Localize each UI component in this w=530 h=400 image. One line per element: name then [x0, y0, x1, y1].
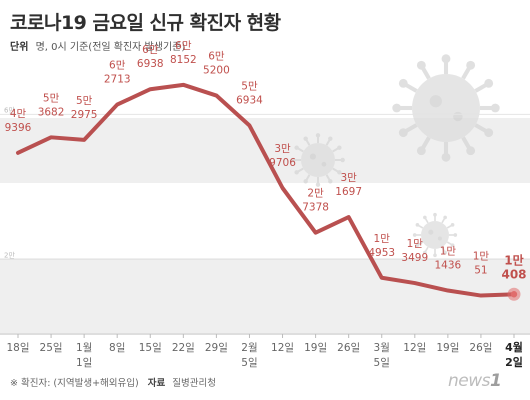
point-label-man: 1만	[473, 251, 490, 263]
point-label-value: 7378	[302, 202, 329, 214]
point-labels: 4만 9396 5만 3682 5만 2975 6만 2713 6만 6938 6만 8152 6만 52…	[5, 40, 527, 281]
point-label-man: 6만	[109, 60, 126, 72]
point-label-value: 1436	[434, 260, 461, 272]
x-tick-label: 1월	[76, 342, 92, 354]
logo-word: news	[448, 371, 491, 391]
point-label-value: 2713	[104, 74, 131, 86]
point-label-value: 8152	[170, 54, 197, 66]
x-tick-label: 22일	[172, 341, 195, 354]
x-tick-label: 19일	[436, 341, 459, 354]
point-label-man: 1만	[504, 252, 523, 267]
chart-title: 코로나19 금요일 신규 확진자 현황	[10, 12, 281, 34]
x-tick-label: 3월	[374, 342, 390, 354]
x-tick-label: 18일	[6, 341, 29, 354]
x-tick-label: 5일	[374, 356, 390, 369]
series-polyline	[16, 82, 516, 298]
x-tick-label: 2월	[241, 342, 257, 354]
unit-label: 단위	[10, 42, 29, 53]
point-label-man: 3만	[274, 143, 291, 155]
logo-mark: 1	[490, 371, 502, 391]
point-label-man: 1만	[407, 238, 424, 250]
source-text: 질병관리청	[172, 378, 216, 389]
point-label-value: 9706	[269, 157, 296, 169]
point-label-value: 1697	[335, 186, 362, 198]
point-label-value: 6934	[236, 95, 263, 107]
point-label-man: 1만	[440, 246, 457, 258]
point-label-value: 2975	[71, 109, 98, 121]
virus-decorations	[291, 54, 500, 258]
x-tick-label: 4월	[505, 340, 523, 354]
axis: 18일 25일 1월 1일 8일 15일 22일 29일 2월 5일 12일 19일 26일 3월 5일 12…	[0, 333, 530, 369]
x-tick-label: 29일	[205, 341, 228, 354]
footnote: ※ 확진자: (지역발생+해외유입) 자료 질병관리청	[10, 375, 216, 389]
reference-lines: 6만 2만	[0, 105, 530, 260]
point-label-value: 9396	[5, 122, 32, 134]
virus-mid-icon	[291, 133, 345, 187]
series-line	[16, 82, 521, 301]
footnote-note: ※ 확진자: (지역발생+해외유입)	[10, 378, 139, 389]
point-label-man: 5만	[43, 92, 60, 104]
point-label-man: 6만	[175, 40, 192, 52]
reference-label: 6만	[4, 105, 15, 114]
point-label-value: 51	[474, 265, 487, 277]
point-label-man: 3만	[340, 172, 357, 184]
x-tick-label: 15일	[139, 341, 162, 354]
point-label-man: 6만	[142, 44, 159, 56]
x-tick-label: 25일	[40, 341, 63, 354]
point-label-man: 1만	[374, 233, 391, 245]
point-label-value: 3499	[401, 252, 428, 264]
x-tick-label: 12일	[403, 341, 426, 354]
virus-small-icon	[412, 212, 458, 258]
point-label-value: 408	[501, 267, 526, 281]
point-label-man: 5만	[76, 95, 93, 107]
x-tick-label: 8일	[109, 341, 125, 354]
point-label-value: 3682	[38, 106, 65, 118]
point-label-man: 5만	[241, 81, 258, 93]
news1-logo: news1	[448, 371, 502, 391]
source-label: 자료	[147, 378, 166, 389]
x-tick-label: 2일	[505, 355, 523, 369]
point-label-value: 4953	[368, 247, 395, 259]
x-tick-label: 1일	[76, 356, 92, 369]
x-tick-label: 12일	[271, 341, 294, 354]
highlight-point	[510, 291, 518, 298]
point-label-value: 6938	[137, 58, 164, 70]
point-label-man: 2만	[307, 188, 324, 200]
point-label-man: 4만	[10, 108, 27, 120]
x-tick-label: 26일	[337, 341, 360, 354]
point-label-man: 6만	[208, 51, 225, 63]
virus-large-icon	[392, 54, 500, 162]
x-tick-label: 5일	[241, 356, 257, 369]
x-tick-label: 26일	[469, 341, 492, 354]
point-label-value: 5200	[203, 65, 230, 77]
unit-line: 단위 명, 0시 기준(전일 확진자 발생기준)	[10, 38, 185, 53]
x-tick-label: 19일	[304, 341, 327, 354]
unit-text: 명, 0시 기준(전일 확진자 발생기준)	[35, 42, 186, 53]
band-lower	[0, 258, 530, 335]
reference-label: 2만	[4, 250, 15, 259]
